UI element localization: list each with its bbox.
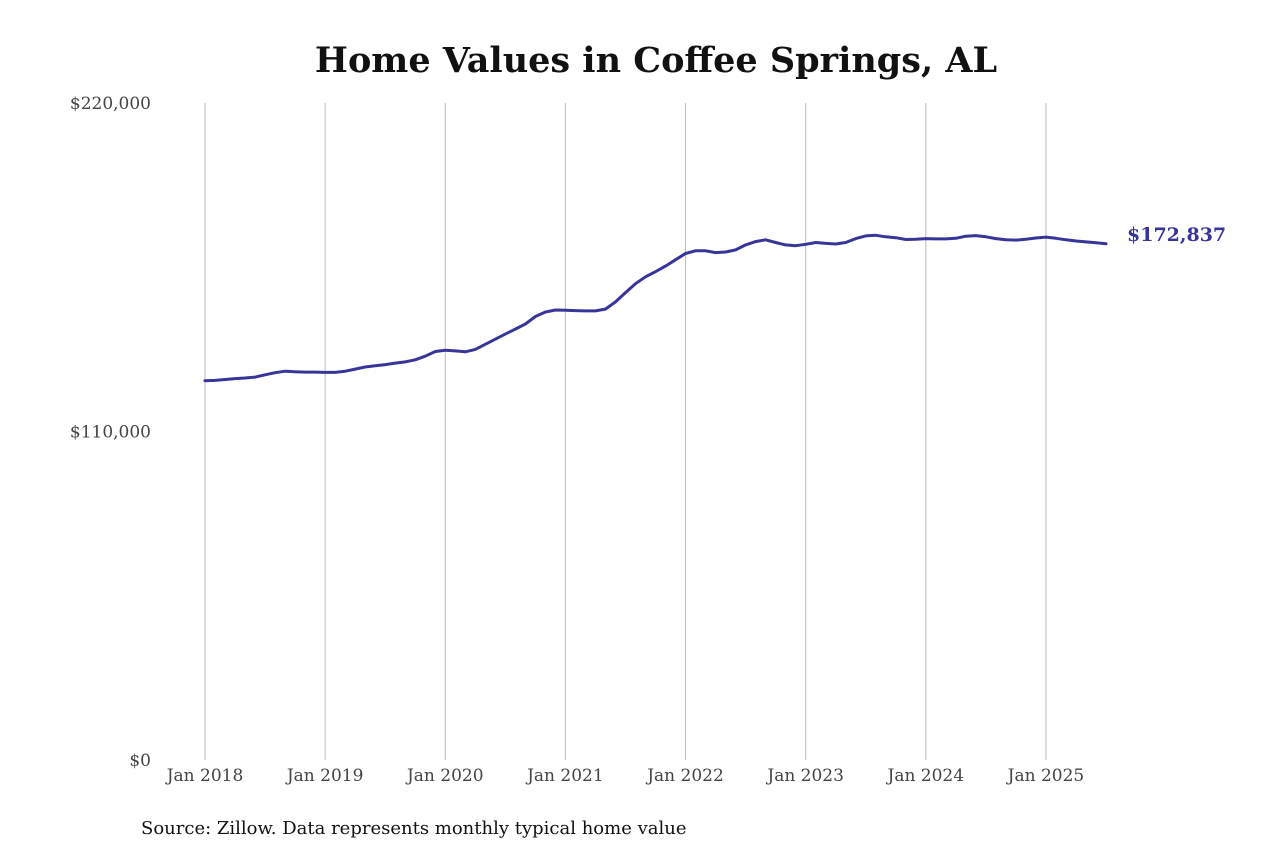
source-note: Source: Zillow. Data represents monthly … [141,818,687,839]
y-tick-label: $220,000 [70,94,151,114]
x-tick-label: Jan 2025 [1006,766,1085,786]
x-tick-label: Jan 2022 [645,766,724,786]
series [203,233,1108,383]
chart-title: Home Values in Coffee Springs, AL [315,40,997,81]
x-tick-label: Jan 2024 [886,766,965,786]
y-tick-label: $110,000 [70,423,151,443]
x-tick-label: Jan 2020 [405,766,484,786]
series-line-0 [203,233,1108,383]
x-tick-label: Jan 2019 [285,766,364,786]
x-axis: Jan 2018 Jan 2019 Jan 2020 Jan 2021 Jan 2022… [165,766,1085,786]
x-tick-label: Jan 2018 [165,766,244,786]
x-tick-label: Jan 2023 [765,766,844,786]
end-value-label: $172,837 [1127,224,1226,246]
gridlines [204,103,1047,760]
x-tick-label: Jan 2021 [525,766,604,786]
y-tick-label: $0 [129,751,151,771]
y-axis: $0 $110,000 $220,000 [70,94,151,771]
